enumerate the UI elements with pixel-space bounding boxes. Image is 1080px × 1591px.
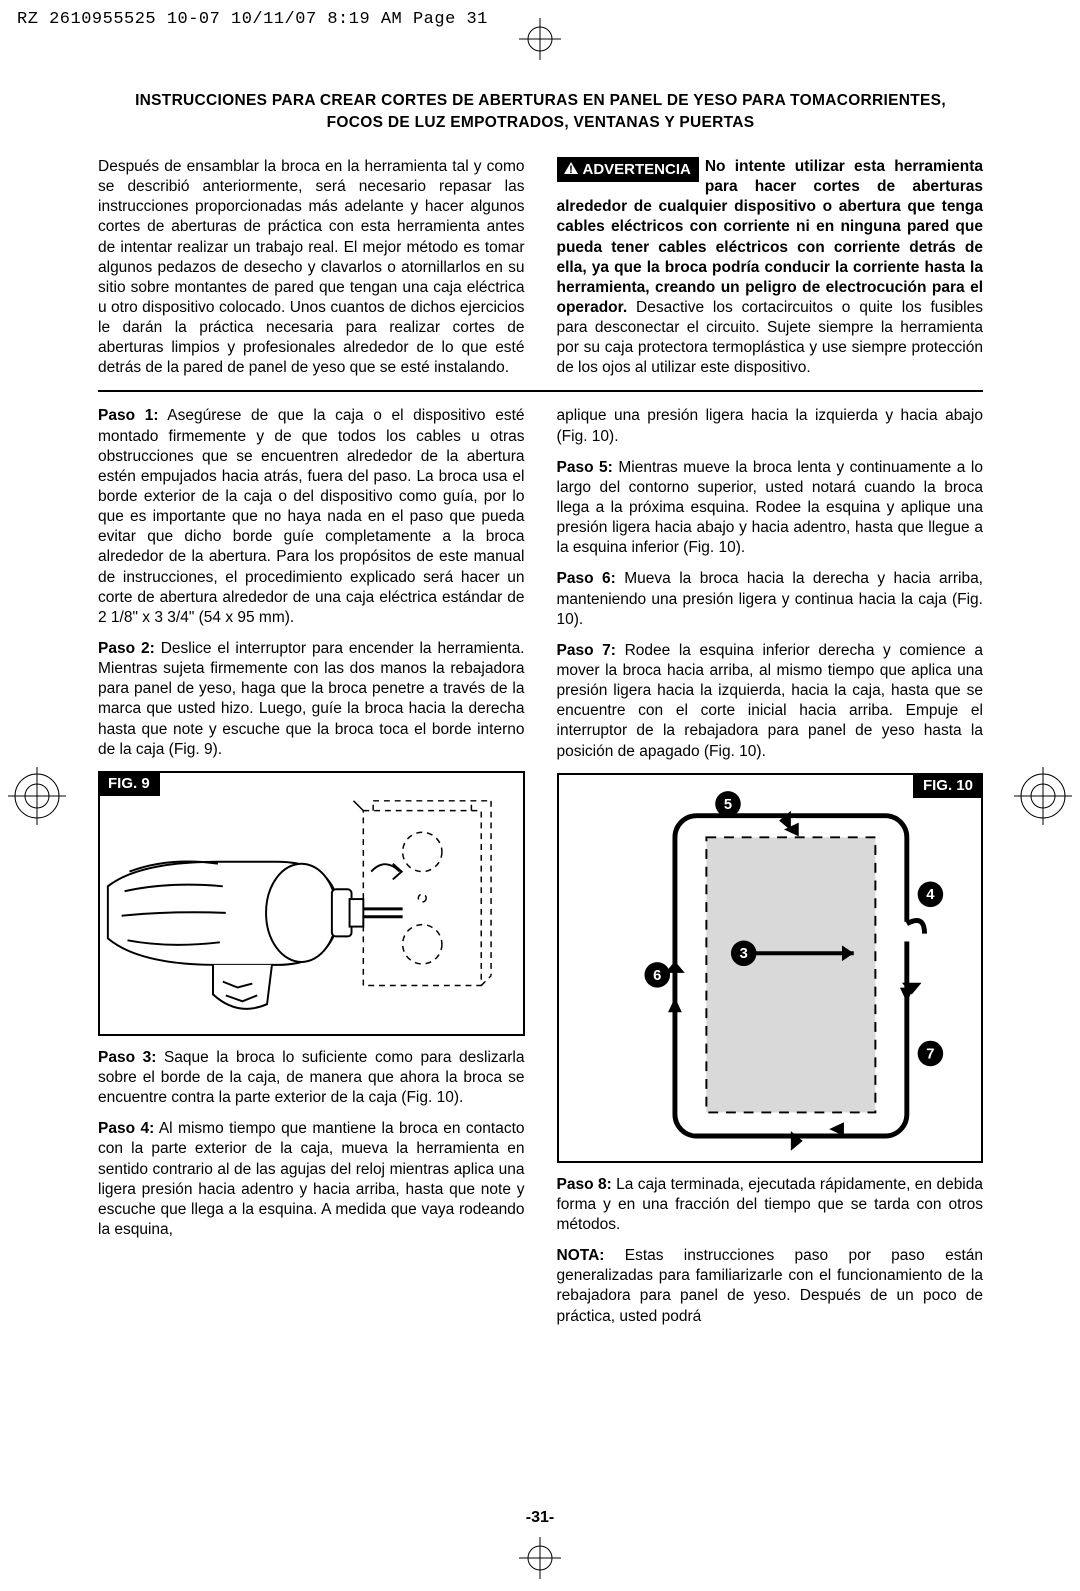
paso-7-label: Paso 7: bbox=[557, 642, 616, 659]
paso-2-text: Deslice el interruptor para encender la … bbox=[98, 640, 525, 758]
figure-10-label: FIG. 10 bbox=[913, 773, 983, 799]
paso-2-label: Paso 2: bbox=[98, 640, 155, 657]
paso-7: Paso 7: Rodee la esquina inferior derech… bbox=[557, 641, 984, 762]
steps-row: Paso 1: Asegúrese de que la caja o el di… bbox=[98, 406, 983, 1337]
paso-6-label: Paso 6: bbox=[557, 570, 616, 587]
paso-5: Paso 5: Mientras mueve la broca lenta y … bbox=[557, 458, 984, 559]
paso-4: Paso 4: Al mismo tiempo que mantiene la … bbox=[98, 1119, 525, 1240]
title-line-2: FOCOS DE LUZ EMPOTRADOS, VENTANAS Y PUER… bbox=[327, 114, 755, 131]
svg-text:!: ! bbox=[569, 164, 573, 175]
crop-mark-right-icon bbox=[1014, 767, 1072, 825]
paso-4-label: Paso 4: bbox=[98, 1120, 154, 1137]
nota-text: Estas instrucciones paso por paso están … bbox=[557, 1247, 984, 1324]
paso-6-text: Mueva la broca hacia la derecha y hacia … bbox=[557, 570, 984, 627]
paso-8: Paso 8: La caja terminada, ejecutada ráp… bbox=[557, 1175, 984, 1235]
paso-1-label: Paso 1: bbox=[98, 407, 158, 424]
figure-10: FIG. 10 bbox=[557, 773, 984, 1163]
warning-badge: ! ADVERTENCIA bbox=[557, 157, 699, 183]
title-line-1: INSTRUCCIONES PARA CREAR CORTES DE ABERT… bbox=[135, 92, 946, 109]
figure-9-label: FIG. 9 bbox=[98, 771, 160, 797]
fig10-marker-5: 5 bbox=[723, 797, 731, 813]
warning-triangle-icon: ! bbox=[563, 161, 579, 175]
nota: NOTA: Estas instrucciones paso por paso … bbox=[557, 1246, 984, 1327]
paso-8-label: Paso 8: bbox=[557, 1176, 612, 1193]
paso-4-continued: aplique una presión ligera hacia la izqu… bbox=[557, 406, 984, 446]
paso-3: Paso 3: Saque la broca lo suficiente com… bbox=[98, 1048, 525, 1108]
intro-row: Después de ensamblar la broca en la herr… bbox=[98, 157, 983, 379]
crop-mark-left-icon bbox=[8, 767, 66, 825]
fig10-marker-7: 7 bbox=[926, 1046, 934, 1062]
paso-8-text: La caja terminada, ejecutada rápidamente… bbox=[557, 1176, 984, 1233]
left-column: Paso 1: Asegúrese de que la caja o el di… bbox=[98, 406, 525, 1337]
figure-9: FIG. 9 bbox=[98, 771, 525, 1036]
page-number: -31- bbox=[526, 1508, 554, 1529]
fig10-marker-3: 3 bbox=[739, 946, 747, 962]
paso-7-text: Rodee la esquina inferior derecha y comi… bbox=[557, 642, 984, 760]
figure-9-illustration bbox=[100, 773, 523, 1034]
figure-10-diagram: 5 4 3 6 7 bbox=[559, 775, 982, 1161]
paso-5-label: Paso 5: bbox=[557, 459, 613, 476]
crop-header: RZ 2610955525 10-07 10/11/07 8:19 AM Pag… bbox=[17, 9, 488, 31]
paso-3-label: Paso 3: bbox=[98, 1049, 156, 1066]
warning-label-text: ADVERTENCIA bbox=[583, 161, 691, 178]
paso-2: Paso 2: Deslice el interruptor para ence… bbox=[98, 639, 525, 760]
fig10-marker-6: 6 bbox=[653, 968, 661, 984]
paso-6: Paso 6: Mueva la broca hacia la derecha … bbox=[557, 569, 984, 629]
intro-left-column: Después de ensamblar la broca en la herr… bbox=[98, 157, 525, 379]
intro-right-column: !ADVERTENCIA No intente utilizar esta he… bbox=[557, 157, 984, 379]
section-divider bbox=[98, 390, 983, 392]
fig10-marker-4: 4 bbox=[926, 887, 935, 903]
paso-5-text: Mientras mueve la broca lenta y continua… bbox=[557, 459, 984, 557]
crop-mark-top-icon bbox=[519, 18, 561, 60]
page-content: INSTRUCCIONES PARA CREAR CORTES DE ABERT… bbox=[98, 90, 983, 1338]
paso-1-text: Asegúrese de que la caja o el dispositiv… bbox=[98, 407, 525, 625]
nota-label: NOTA: bbox=[557, 1247, 605, 1264]
paso-1: Paso 1: Asegúrese de que la caja o el di… bbox=[98, 406, 525, 628]
crop-mark-bottom-icon bbox=[519, 1537, 561, 1579]
paso-4-text: Al mismo tiempo que mantiene la broca en… bbox=[98, 1120, 525, 1238]
page-title: INSTRUCCIONES PARA CREAR CORTES DE ABERT… bbox=[98, 90, 983, 135]
paso-3-text: Saque la broca lo suficiente como para d… bbox=[98, 1049, 525, 1106]
right-column: aplique una presión ligera hacia la izqu… bbox=[557, 406, 984, 1337]
